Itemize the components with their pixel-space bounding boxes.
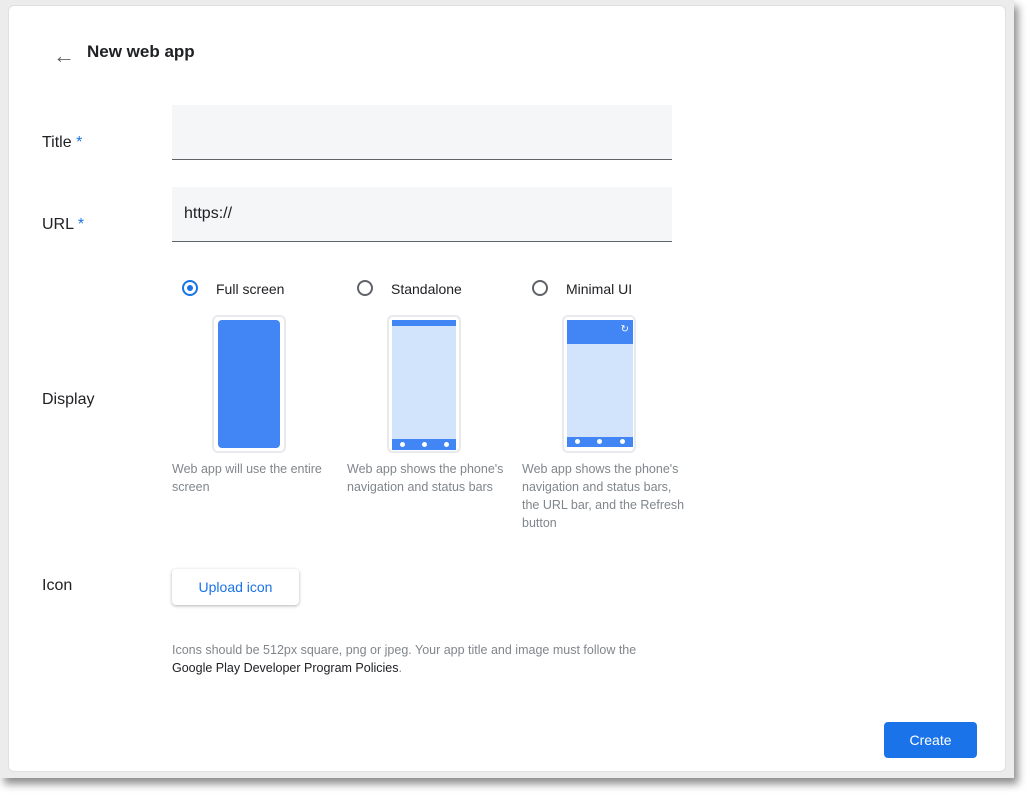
full-screen-description: Web app will use the entire screen xyxy=(172,462,322,494)
title-label: Title * xyxy=(42,134,83,151)
title-input[interactable] xyxy=(172,105,672,160)
create-button[interactable]: Create xyxy=(884,722,977,758)
dialog-card: ← New web app Title * URL * Display Full… xyxy=(8,5,1006,772)
display-label: Display xyxy=(42,391,95,408)
minimal-ui-preview: ↻ xyxy=(562,315,636,453)
radio-full-screen[interactable] xyxy=(182,280,198,296)
back-arrow-icon[interactable]: ← xyxy=(53,43,75,68)
url-input[interactable] xyxy=(172,187,672,242)
url-label: URL * xyxy=(42,216,85,233)
radio-minimal-ui[interactable] xyxy=(532,280,548,296)
standalone-preview xyxy=(387,315,461,453)
icon-label: Icon xyxy=(42,577,73,594)
upload-icon-button[interactable]: Upload icon xyxy=(172,569,299,605)
page-title: New web app xyxy=(87,42,195,61)
radio-standalone[interactable] xyxy=(357,280,373,296)
policy-link[interactable]: Google Play Developer Program Policies xyxy=(172,661,399,675)
refresh-icon: ↻ xyxy=(567,320,633,344)
standalone-description: Web app shows the phone's navigation and… xyxy=(347,462,504,494)
radio-label-full-screen: Full screen xyxy=(216,281,285,297)
full-screen-preview xyxy=(212,315,286,453)
radio-label-minimal-ui: Minimal UI xyxy=(566,281,633,297)
window-frame: ← New web app Title * URL * Display Full… xyxy=(0,0,1014,778)
minimal-ui-description: Web app shows the phone's navigation and… xyxy=(522,462,685,530)
icon-hint: Icons should be 512px square, png or jpe… xyxy=(172,643,637,675)
radio-label-standalone: Standalone xyxy=(391,281,462,297)
